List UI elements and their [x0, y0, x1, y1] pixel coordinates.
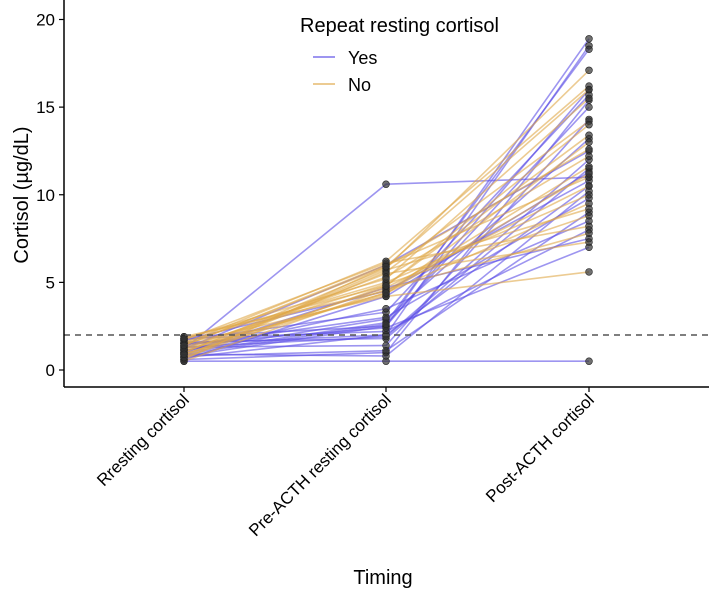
point-no-20-2 — [585, 94, 593, 103]
point-yes-1-2 — [585, 357, 593, 365]
legend-title: Repeat resting cortisol — [300, 15, 499, 37]
x-axis-title: Timing — [353, 567, 412, 589]
point-no-22-2 — [585, 170, 593, 178]
data-points — [180, 35, 593, 365]
legend-label-no: No — [348, 75, 371, 95]
point-no-20-1 — [382, 275, 390, 283]
y-tick-label: 15 — [36, 98, 55, 117]
point-no-9-2 — [585, 182, 593, 190]
y-tick-label: 0 — [46, 361, 55, 380]
point-no-20-0 — [180, 334, 188, 343]
point-no-19-1 — [382, 282, 390, 290]
point-no-19-2 — [585, 131, 593, 139]
point-yes-14-1 — [382, 313, 390, 322]
point-yes-20-1 — [382, 347, 390, 355]
point-no-22-0 — [180, 350, 188, 358]
y-tick-label: 10 — [36, 186, 55, 205]
point-yes-23-2 — [585, 103, 593, 111]
point-no-16-2 — [585, 238, 593, 246]
point-no-21-2 — [585, 85, 593, 94]
legend-label-yes: Yes — [348, 48, 377, 68]
point-no-18-2 — [585, 152, 593, 160]
x-tick-label: Pre-ACTH resting cortisol — [245, 390, 395, 540]
point-yes-24-1 — [382, 305, 390, 313]
point-yes-23-1 — [382, 320, 390, 329]
y-tick-label: 5 — [46, 273, 55, 292]
point-no-21-1 — [382, 262, 390, 271]
point-no-21-0 — [180, 341, 188, 350]
point-no-10-2 — [585, 191, 593, 199]
point-yes-3-2 — [585, 35, 593, 43]
point-yes-2-1 — [382, 180, 390, 188]
point-no-15-2 — [585, 229, 593, 238]
legend: Repeat resting cortisol Yes No — [300, 15, 499, 95]
point-no-5-2 — [585, 138, 593, 146]
point-no-22-1 — [382, 289, 390, 297]
point-no-6-2 — [585, 145, 593, 153]
point-no-7-2 — [585, 163, 593, 171]
point-no-12-2 — [585, 205, 593, 213]
y-axis-title: Cortisol (µg/dL) — [11, 126, 33, 263]
y-tick-label: 20 — [36, 11, 55, 30]
x-tick-label: Rresting cortisol — [93, 390, 193, 490]
point-no-1-2 — [585, 66, 593, 75]
point-no-14-2 — [585, 222, 593, 231]
point-no-4-2 — [585, 120, 593, 129]
point-yes-5-2 — [585, 45, 593, 53]
point-no-13-2 — [585, 212, 593, 220]
x-tick-label: Post-ACTH cortisol — [482, 390, 598, 506]
point-no-17-2 — [585, 268, 593, 276]
